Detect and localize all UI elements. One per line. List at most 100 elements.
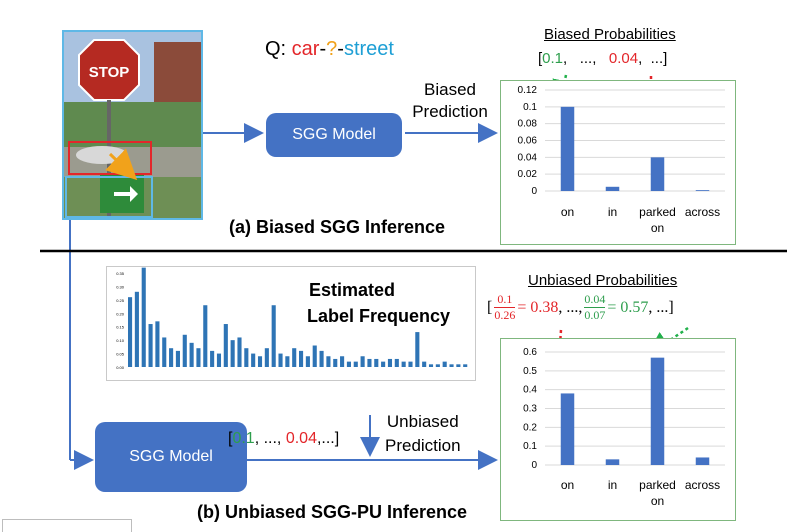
freq-bar — [278, 353, 283, 367]
sgg-model-unbiased: SGG Model — [95, 422, 247, 492]
freq-bar — [408, 361, 413, 367]
sgg-model-label: SGG Model — [292, 126, 376, 143]
freq-bar — [216, 353, 222, 367]
y-tick-label: 0.12 — [518, 85, 538, 96]
freq-bar — [141, 267, 146, 367]
freq-bar — [360, 356, 365, 367]
query-text: Q: car-?-street — [265, 38, 394, 60]
freq-y-tick-label: 0.20 — [116, 311, 125, 316]
freq-bar — [162, 337, 167, 367]
freq-bar — [340, 356, 345, 367]
freq-bar — [196, 348, 201, 367]
freq-bar — [312, 345, 317, 367]
biased-prob-title: Biased Probabilities — [544, 26, 676, 43]
x-tick-label: parked on — [639, 478, 676, 508]
freq-bar — [128, 297, 133, 367]
x-tick-label: across — [685, 478, 720, 492]
x-tick-label: parked on — [639, 205, 676, 235]
bar — [650, 357, 665, 465]
freq-bar — [230, 340, 235, 367]
unbiased-prediction-label: Unbiased Prediction — [385, 412, 461, 455]
y-tick-label: 0.1 — [523, 102, 537, 113]
raw-prob-vector: [0.1, ..., 0.04,...] — [228, 430, 340, 447]
freq-y-tick-label: 0.30 — [116, 284, 125, 289]
scene-illustration: STOP — [64, 32, 201, 218]
freq-y-tick-label: 0.05 — [116, 352, 125, 357]
caption-unbiased: (b) Unbiased SGG-PU Inference — [197, 502, 468, 522]
y-tick-label: 0.04 — [518, 152, 538, 163]
freq-bar — [210, 350, 215, 367]
bar — [560, 393, 575, 465]
freq-bar — [299, 350, 304, 367]
y-tick-label: 0.1 — [523, 441, 537, 452]
x-tick-label: on — [561, 478, 574, 492]
freq-bar — [449, 364, 454, 367]
freq-y-tick-label: 0.10 — [116, 338, 125, 343]
freq-bar — [264, 348, 269, 367]
y-tick-label: 0.5 — [523, 366, 537, 377]
y-tick-label: 0.06 — [518, 136, 538, 147]
freq-bar — [422, 361, 427, 367]
unbiased-chart: 0.6 0.5 0.4 0.3 0.2 0.1 0 on in parked on across — [500, 338, 736, 521]
bar — [605, 186, 620, 191]
freq-bar — [148, 324, 153, 367]
freq-bar — [223, 324, 228, 367]
freq-bar — [435, 364, 440, 367]
y-tick-label: 0.08 — [518, 119, 538, 130]
freq-bar — [237, 337, 242, 367]
freq-bar — [346, 361, 351, 367]
x-tick-label: on — [561, 205, 574, 219]
label-frequency-chart: 0.35 0.30 0.25 0.20 0.15 0.10 0.05 0.00 — [106, 266, 476, 381]
y-tick-label: 0 — [531, 460, 537, 471]
freq-bar — [251, 353, 256, 367]
caption-biased: (a) Biased SGG Inference — [229, 217, 446, 237]
freq-bar — [401, 361, 406, 367]
sgg-model-label: SGG Model — [129, 448, 213, 465]
freq-bar — [244, 348, 249, 367]
freq-bar — [353, 361, 358, 367]
unbiased-prob-title: Unbiased Probabilities — [528, 272, 678, 289]
freq-bar — [415, 332, 420, 367]
freq-bar — [428, 364, 434, 367]
bar — [650, 157, 665, 191]
freq-bar — [326, 356, 331, 367]
freq-bar — [285, 356, 290, 367]
y-tick-label: 0.4 — [523, 385, 537, 396]
biased-prediction-label: Biased Prediction — [412, 80, 488, 121]
freq-bar — [374, 358, 379, 367]
sgg-model-biased: SGG Model — [266, 113, 402, 157]
freq-bar — [387, 358, 393, 367]
freq-y-tick-label: 0.25 — [116, 298, 125, 303]
freq-bar — [456, 364, 461, 367]
bar — [560, 106, 575, 191]
y-tick-label: 0 — [531, 186, 537, 197]
bar — [695, 457, 710, 465]
bar — [695, 190, 710, 191]
freq-bar — [367, 358, 372, 367]
biased-chart: 0.12 0.1 0.08 0.06 0.04 0.02 0 on in parked on acro… — [500, 80, 736, 245]
freq-bar — [305, 356, 310, 367]
freq-bar — [134, 291, 139, 367]
stop-sign-text: STOP — [89, 64, 130, 81]
y-tick-label: 0.6 — [523, 347, 537, 358]
y-tick-label: 0.02 — [518, 169, 538, 180]
y-tick-label: 0.2 — [523, 422, 537, 433]
freq-y-tick-label: 0.15 — [116, 325, 125, 330]
freq-bar — [203, 305, 208, 367]
freq-bar — [292, 348, 297, 367]
freq-y-tick-label: 0.00 — [116, 365, 125, 370]
y-tick-label: 0.3 — [523, 404, 537, 415]
x-tick-label: in — [608, 478, 617, 492]
x-tick-label: across — [685, 205, 720, 219]
bar — [605, 459, 620, 465]
freq-y-tick-label: 0.35 — [116, 271, 125, 276]
biased-prob-vector: [0.1, ..., 0.04, ...] — [538, 50, 668, 67]
corner-frame — [2, 519, 132, 532]
freq-bar — [271, 305, 276, 367]
freq-bar — [169, 348, 174, 367]
freq-bar — [463, 364, 468, 367]
freq-bar — [189, 342, 194, 367]
freq-bar — [381, 361, 386, 367]
freq-bar — [182, 334, 187, 367]
freq-bar — [394, 358, 399, 367]
